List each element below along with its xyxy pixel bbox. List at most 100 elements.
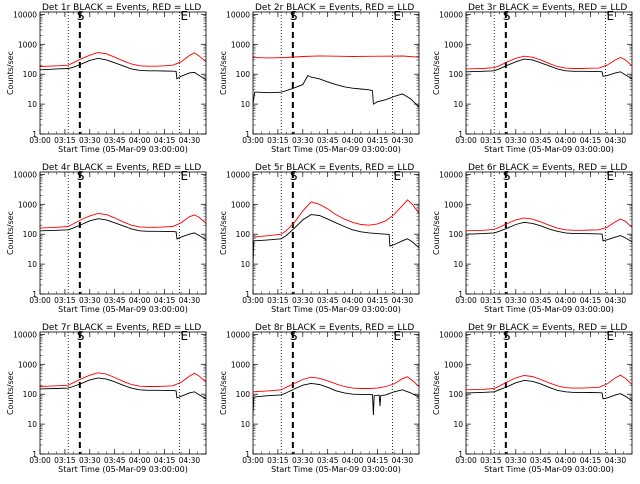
y-tick-label: 1000: [231, 40, 250, 49]
y-tick-label: 10: [240, 420, 250, 429]
plot-frame: [39, 11, 207, 135]
x-tick-label: 04:30: [605, 456, 627, 465]
y-tick-label: 1000: [18, 360, 37, 369]
x-tick-label: 03:00: [29, 296, 51, 305]
series-line-lld: [253, 376, 419, 393]
y-tick-label: 10000: [439, 330, 463, 339]
x-tick-label: 03:00: [242, 136, 264, 145]
panel-title: Det 3r BLACK = Events, RED = LLD: [468, 3, 627, 13]
x-tick-label: 04:00: [555, 456, 577, 465]
plot-area: [466, 172, 632, 294]
y-tick-label: 1000: [18, 40, 37, 49]
y-tick-label: 1: [458, 450, 463, 459]
start-marker-label: S: [503, 329, 511, 343]
panel-title: Det 9r BLACK = Events, RED = LLD: [468, 323, 627, 333]
x-axis-label: Start Time (05-Mar-09 03:00:00): [484, 305, 614, 314]
y-tick-label: 1: [32, 290, 37, 299]
y-axis-label: Counts/sec: [219, 211, 228, 255]
plot-frame: [39, 331, 207, 455]
x-tick-label: 03:15: [480, 456, 502, 465]
y-axis-label: Counts/sec: [219, 51, 228, 95]
x-tick-label: 03:30: [79, 296, 101, 305]
y-tick-label: 10: [240, 100, 250, 109]
x-tick-label: 03:45: [104, 296, 126, 305]
y-tick-label: 10: [27, 260, 37, 269]
series-line-events: [40, 57, 206, 81]
plot-frame: [252, 171, 420, 295]
x-tick-label: 04:30: [605, 296, 627, 305]
x-tick-label: 04:15: [580, 136, 602, 145]
x-tick-label: 03:15: [54, 296, 76, 305]
y-axis-label: Counts/sec: [6, 211, 15, 255]
plot-area: [466, 332, 632, 454]
y-tick-label: 10000: [226, 10, 250, 19]
y-tick-label: 1: [245, 450, 250, 459]
x-tick-label: 03:00: [455, 296, 477, 305]
start-marker-label: S: [290, 329, 298, 343]
y-tick-label: 1000: [444, 360, 463, 369]
x-tick-label: 03:45: [104, 136, 126, 145]
x-tick-label: 04:30: [392, 136, 414, 145]
y-tick-label: 100: [236, 390, 251, 399]
x-axis-label: Start Time (05-Mar-09 03:00:00): [58, 465, 188, 474]
x-tick-label: 04:15: [367, 136, 389, 145]
plot-area: [40, 12, 206, 134]
x-tick-label: 04:00: [342, 456, 364, 465]
x-tick-label: 04:00: [129, 296, 151, 305]
x-axis-label: Start Time (05-Mar-09 03:00:00): [484, 145, 614, 154]
x-tick-label: 03:00: [29, 136, 51, 145]
start-marker-label: S: [77, 9, 85, 23]
y-tick-label: 10: [240, 260, 250, 269]
x-tick-label: 03:30: [292, 296, 314, 305]
x-tick-label: 04:30: [179, 296, 201, 305]
x-tick-label: 04:00: [129, 136, 151, 145]
x-tick-label: 03:15: [480, 136, 502, 145]
y-tick-label: 1: [458, 130, 463, 139]
plot-frame: [252, 11, 420, 135]
x-tick-label: 04:15: [154, 136, 176, 145]
x-axis-label: Start Time (05-Mar-09 03:00:00): [271, 305, 401, 314]
x-tick-label: 04:15: [580, 296, 602, 305]
x-tick-label: 04:30: [605, 136, 627, 145]
y-tick-label: 10000: [226, 170, 250, 179]
end-marker-label: E: [180, 329, 188, 343]
x-tick-label: 03:45: [317, 296, 339, 305]
panel-title: Det 7r BLACK = Events, RED = LLD: [42, 323, 201, 333]
plot-area: [253, 12, 419, 134]
series-line-lld: [40, 52, 206, 67]
x-tick-label: 03:45: [317, 136, 339, 145]
x-tick-label: 04:00: [342, 136, 364, 145]
x-tick-label: 04:00: [555, 296, 577, 305]
y-axis-label: Counts/sec: [432, 51, 441, 95]
x-tick-label: 04:00: [342, 296, 364, 305]
start-marker-label: S: [290, 169, 298, 183]
x-tick-label: 03:15: [480, 296, 502, 305]
x-tick-label: 03:00: [29, 456, 51, 465]
series-line-events: [253, 214, 419, 265]
x-tick-label: 03:15: [267, 136, 289, 145]
plot-frame: [465, 331, 633, 455]
y-tick-label: 10000: [13, 10, 37, 19]
end-marker-label: E: [180, 9, 188, 23]
x-tick-label: 04:15: [367, 296, 389, 305]
panel-title: Det 5r BLACK = Events, RED = LLD: [255, 163, 414, 173]
y-tick-label: 1000: [444, 40, 463, 49]
y-axis-label: Counts/sec: [219, 371, 228, 415]
start-marker-label: S: [77, 329, 85, 343]
x-tick-label: 03:00: [242, 456, 264, 465]
start-marker-label: S: [77, 169, 85, 183]
series-line-events: [466, 221, 632, 243]
x-tick-label: 03:30: [79, 456, 101, 465]
x-axis-label: Start Time (05-Mar-09 03:00:00): [58, 145, 188, 154]
y-tick-label: 10000: [439, 10, 463, 19]
end-marker-label: E: [180, 169, 188, 183]
y-tick-label: 10: [453, 100, 463, 109]
